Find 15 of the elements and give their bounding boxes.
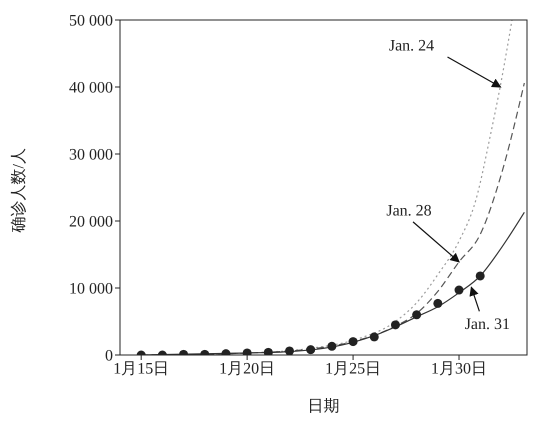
y-tick-label: 40 000: [69, 80, 113, 97]
annotation: Jan. 28: [386, 202, 432, 220]
annotation: Jan. 24: [388, 38, 434, 55]
y-tick-label: 30 000: [69, 146, 113, 164]
x-tick-label: 1月15日: [113, 360, 170, 378]
y-axis-title: 确诊人数/人: [10, 148, 28, 234]
annotation: Jan. 31: [464, 316, 510, 333]
y-tick-label: 50 000: [69, 12, 113, 30]
x-tick-label: 1月20日: [219, 360, 276, 378]
y-tick-label: 10 000: [69, 280, 113, 298]
y-tick-label: 0: [105, 348, 113, 365]
x-tick-label: 1月25日: [325, 360, 382, 378]
x-tick-label: 1月30日: [431, 360, 488, 378]
y-tick-label: 20 000: [69, 214, 113, 231]
x-axis-title: 日期: [308, 397, 340, 415]
